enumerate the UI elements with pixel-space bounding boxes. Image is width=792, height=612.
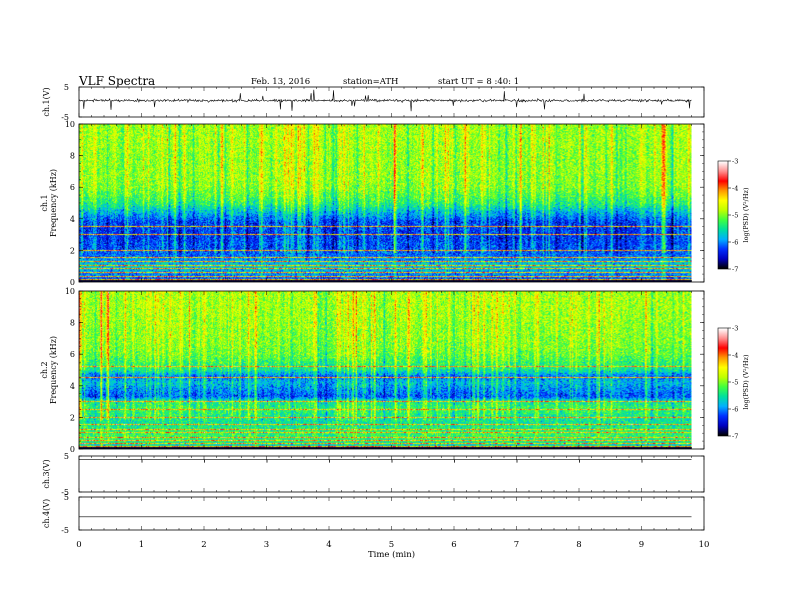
x-tick-label: 2	[201, 540, 206, 550]
x-tick-label: 1	[139, 540, 144, 550]
colorbar-gradient-2	[718, 328, 728, 436]
x-tick-label: 0	[76, 540, 81, 550]
panel-frame-3	[78, 455, 705, 493]
y-tick-label: 6	[70, 350, 75, 359]
colorbar-label: log(PSD) (V²/Hz)	[742, 187, 750, 242]
y-tick-label: 6	[70, 183, 75, 192]
colorbar-tick-label: -7	[732, 266, 738, 274]
spectrogram-image-2	[79, 291, 692, 449]
station-label: station=ATH	[343, 77, 399, 87]
colorbar-tick-label: -5	[732, 212, 738, 220]
y-tick-label: 4	[70, 215, 75, 224]
y-axis-2: 0 2 4 6 8 10 ch.2 Frequency (kHz)	[40, 287, 704, 454]
y-axis-label: ch.3(V)	[42, 459, 51, 488]
y-tick-label: -5	[61, 526, 69, 535]
y-tick-label: 0	[70, 445, 75, 454]
y-tick-label: 8	[70, 319, 75, 328]
x-tick-label: 10	[699, 540, 710, 550]
y-axis-3: 5 -5 ch.3(V)	[42, 452, 704, 497]
spectrogram-image-1	[79, 124, 692, 282]
y-tick-label: -5	[61, 113, 69, 122]
colorbar-tick-label: -3	[732, 325, 738, 333]
y-axis-label: ch.1	[40, 194, 49, 211]
y-axis-label: ch.2	[40, 361, 49, 378]
x-tick-label: 6	[451, 540, 456, 550]
y-tick-label: 4	[70, 382, 75, 391]
y-axis-4: 5 -5 ch.4(V)	[42, 493, 704, 535]
y-tick-label: 2	[70, 413, 75, 422]
ch1-waveform-trace	[78, 89, 692, 112]
colorbar-tick-label: -6	[732, 406, 738, 414]
y-tick-label: 5	[64, 452, 69, 461]
panel-frame-4	[78, 496, 705, 531]
y-tick-label: 2	[70, 246, 75, 255]
y-tick-label: 5	[64, 83, 69, 92]
y-axis-1: 0 2 4 6 8 10 ch.1 Frequency (kHz)	[40, 120, 704, 287]
x-ticks-2	[78, 291, 705, 449]
y-axis-label: Frequency (kHz)	[49, 336, 58, 404]
x-axis-label: Time (min)	[368, 549, 415, 560]
y-axis-label: ch.4(V)	[42, 499, 51, 528]
colorbar-gradient-1	[718, 161, 728, 269]
y-axis-label: Frequency (kHz)	[49, 169, 58, 237]
y-axis-label: ch.1(V)	[42, 87, 51, 116]
x-tick-label: 5	[389, 540, 394, 550]
x-ticks-3	[78, 456, 705, 492]
colorbar-tick-label: -3	[732, 158, 738, 166]
y-tick-label: 8	[70, 152, 75, 161]
y-tick-label: 10	[65, 120, 75, 129]
colorbar-tick-label: -4	[732, 352, 738, 360]
date-label: Feb. 13, 2016	[251, 77, 311, 87]
y-tick-label: -5	[61, 488, 69, 497]
colorbar-label: log(PSD) (V²/Hz)	[742, 354, 750, 409]
colorbar-tick-label: -4	[732, 185, 738, 193]
y-tick-label: 0	[70, 278, 75, 287]
x-tick-label: 9	[639, 540, 644, 550]
y-tick-label: 10	[65, 287, 75, 296]
x-tick-label: 3	[264, 540, 269, 550]
x-tick-label: 8	[576, 540, 581, 550]
y-axis-0: 5 -5 ch.1(V)	[42, 83, 704, 122]
colorbar-1: -3 -4 -5 -6 -7 log(PSD) (V²/Hz)	[717, 158, 750, 274]
x-ticks-1	[78, 124, 705, 282]
x-ticks-0	[78, 87, 705, 117]
colorbar-tick-label: -6	[732, 239, 738, 247]
colorbar-2: -3 -4 -5 -6 -7 log(PSD) (V²/Hz)	[717, 325, 750, 441]
figure-title: VLF Spectra	[79, 74, 156, 88]
x-ticks-4	[78, 497, 705, 530]
y-tick-label: 5	[64, 493, 69, 502]
start-time-label: start UT = 8 :40: 1	[438, 77, 520, 87]
x-tick-label: 7	[514, 540, 519, 550]
x-tick-label: 4	[326, 540, 331, 550]
panel-frame-0	[78, 86, 705, 118]
colorbar-tick-label: -7	[732, 433, 738, 441]
colorbar-tick-label: -5	[732, 379, 738, 387]
